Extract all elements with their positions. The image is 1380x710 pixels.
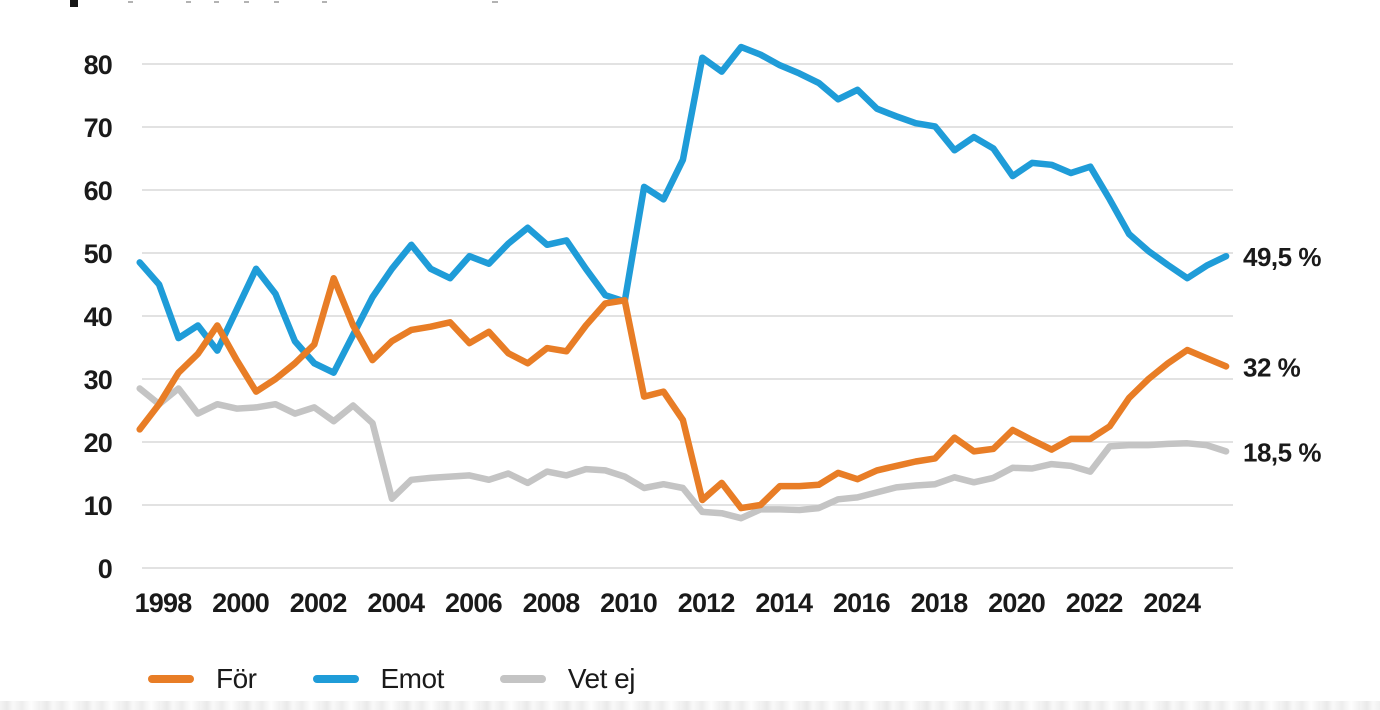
series-end-value-label-emot: 49,5 % (1243, 242, 1321, 272)
for-line-swatch (148, 675, 194, 683)
cropped-glyph-speck (274, 1, 279, 3)
series-end-value-label-vet-ej: 18,5 % (1243, 437, 1321, 467)
y-axis-tick-label: 30 (84, 365, 112, 395)
cropped-glyph-speck (322, 1, 327, 3)
x-axis-tick-label: 2018 (911, 588, 969, 618)
x-axis-tick-label: 1998 (135, 588, 193, 618)
x-axis-tick-label: 2024 (1143, 588, 1201, 618)
x-axis-tick-label: 2000 (212, 588, 269, 618)
cropped-caption-remnant (0, 701, 1380, 710)
cropped-glyph-speck (492, 1, 498, 3)
cropped-glyph-speck (244, 1, 249, 3)
y-axis-tick-label: 70 (84, 113, 112, 143)
x-axis-tick-label: 2008 (523, 588, 581, 618)
cropped-glyph-speck (186, 1, 191, 3)
legend-label-vetej: Vet ej (567, 663, 636, 694)
cropped-glyph-speck (214, 1, 219, 3)
legend-label-for: För (216, 663, 257, 694)
x-axis-tick-label: 2022 (1066, 588, 1123, 618)
series-line-vet-ej (136, 385, 1230, 522)
x-axis-tick-label: 2016 (833, 588, 891, 618)
line-chart: 0 10 20 30 40 50 60 70 80 1998 2000 2002 2004 2006 200… (84, 43, 1322, 618)
cropped-glyph-speck (128, 1, 133, 3)
legend-item-vetej: Vet ej (499, 663, 636, 695)
y-axis-tick-label: 10 (84, 491, 112, 521)
legend-label-emot: Emot (380, 663, 445, 694)
x-axis-tick-label: 2014 (755, 588, 813, 618)
x-axis-tick-label: 2002 (290, 588, 347, 618)
x-axis-tick-label: 2012 (678, 588, 735, 618)
vetej-line-swatch (499, 675, 546, 683)
x-axis-tick-label: 2020 (988, 588, 1045, 618)
series-line-för (136, 274, 1230, 512)
legend-item-emot: Emot (312, 663, 445, 695)
legend-item-for: För (148, 663, 257, 695)
chart-legend: För Emot Vet ej (148, 663, 635, 695)
cropped-glyph (70, 0, 78, 7)
y-axis-tick-label: 20 (84, 428, 112, 458)
x-axis-tick-label: 2010 (600, 588, 657, 618)
y-axis-tick-label: 60 (84, 176, 112, 206)
y-axis-tick-label: 40 (84, 302, 112, 332)
emot-line-swatch (312, 675, 359, 683)
y-axis-tick-label: 50 (84, 239, 112, 269)
y-axis-tick-label: 0 (98, 554, 112, 584)
series-line-emot (136, 43, 1230, 376)
y-axis-tick-label: 80 (84, 50, 112, 80)
x-axis-tick-label: 2004 (367, 588, 425, 618)
x-axis-tick-label: 2006 (445, 588, 503, 618)
series-end-value-label-för: 32 % (1243, 352, 1301, 382)
